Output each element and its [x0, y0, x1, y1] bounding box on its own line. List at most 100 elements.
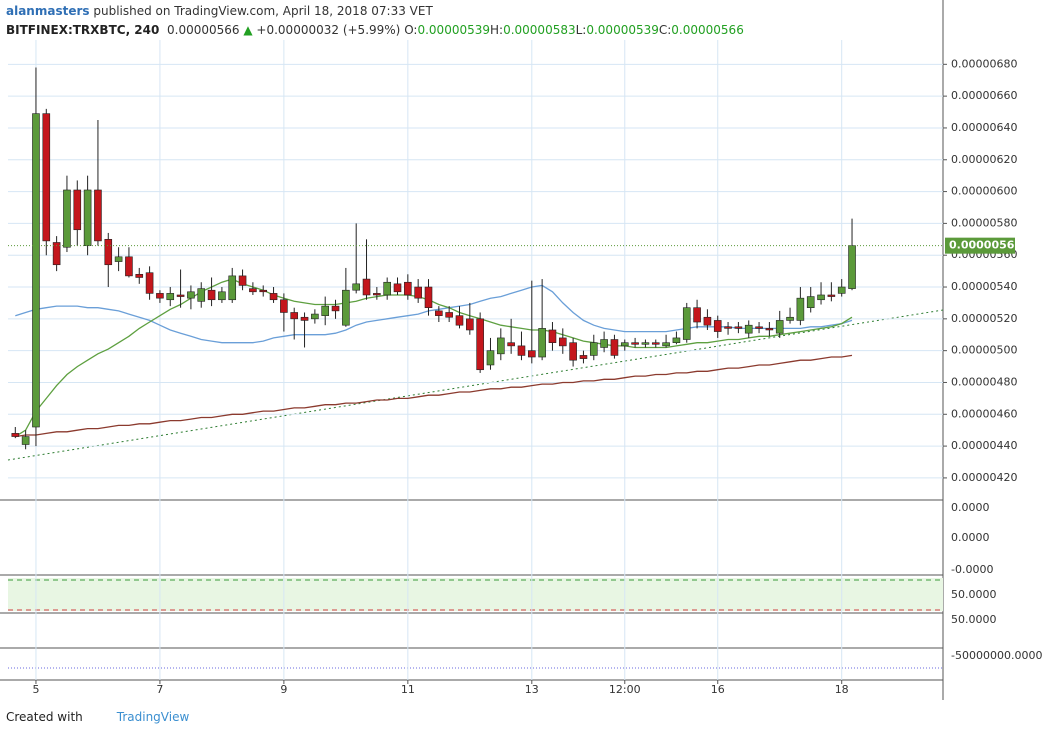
candle-body: [166, 293, 175, 301]
candle-body: [73, 189, 82, 231]
ohlc-label: H:: [490, 23, 504, 37]
candle-body: [713, 320, 722, 332]
candle-body: [156, 293, 164, 299]
candle-body: [755, 326, 763, 329]
candle-body: [280, 299, 288, 313]
y-tick-label: 0.00000500: [951, 344, 1017, 357]
candle-body: [620, 342, 629, 347]
candle-body: [290, 312, 299, 320]
indicator-tick-label: -0.0000: [951, 563, 993, 576]
candle-body: [135, 273, 144, 278]
candle-body: [435, 310, 443, 316]
candle-body: [321, 305, 330, 316]
symbol: BITFINEX:TRXBTC, 240: [6, 23, 160, 37]
footer: Created with TradingView: [6, 710, 189, 724]
candle-body: [651, 342, 660, 345]
candle-body: [538, 328, 546, 358]
candle-body: [476, 318, 484, 371]
candle-body: [228, 275, 237, 301]
x-tick-label: 11: [401, 683, 415, 696]
author[interactable]: alanmasters: [6, 4, 90, 18]
candle-body: [548, 329, 557, 343]
panel-frames: [0, 0, 944, 700]
x-tick-label: 5: [32, 683, 39, 696]
x-tick-label: 13: [525, 683, 539, 696]
brand[interactable]: TradingView: [116, 710, 190, 724]
candle-body: [662, 342, 670, 347]
candle-body: [806, 296, 815, 309]
candle-body: [765, 328, 774, 331]
ma-line: [14, 278, 853, 438]
ohlc-value: 0.00000566: [671, 23, 744, 37]
candle-body: [32, 113, 40, 428]
candle-body: [218, 291, 226, 301]
last-price-box: [945, 237, 1015, 254]
candle-body: [507, 342, 515, 347]
candle-body: [724, 326, 732, 329]
y-tick-label: 0.00000600: [951, 185, 1017, 198]
candle-body: [703, 316, 712, 326]
indicator-tick-label: 50.0000: [951, 613, 997, 626]
created-with: Created with: [6, 710, 83, 724]
candle-body: [393, 283, 402, 293]
rsi-band: [8, 578, 943, 611]
candle-body: [497, 337, 505, 355]
ma-line: [15, 354, 853, 438]
y-tick-label: 0.00000620: [951, 153, 1017, 166]
candle-body: [631, 342, 639, 345]
candle-body: [569, 342, 577, 361]
candle-body: [424, 286, 433, 309]
y-tick-label: 0.00000480: [951, 375, 1017, 388]
y-tick-label: 0.00000420: [951, 471, 1017, 484]
candle-body: [187, 291, 195, 299]
ma-line: [15, 284, 853, 344]
y-tick-label: 0.00000540: [951, 280, 1017, 293]
y-tick-label: 0.00000440: [951, 439, 1017, 452]
candle-body: [517, 345, 526, 356]
ohlc-value: 0.00000583: [503, 23, 576, 37]
up-arrow: ▲: [243, 23, 253, 37]
indicator-tick-label: 0.0000: [951, 501, 990, 514]
x-tick-label: 9: [280, 683, 287, 696]
candle-body: [197, 288, 206, 302]
x-tick-label: 18: [835, 683, 849, 696]
indicator-tick-label: -50000000.0000: [951, 649, 1042, 662]
y-tick-label: 0.00000660: [951, 89, 1017, 102]
trend-line: [7, 309, 944, 461]
candle-body: [672, 337, 681, 343]
candle-body: [682, 307, 691, 340]
ohlc-value: 0.00000539: [417, 23, 490, 37]
candle-body: [21, 436, 30, 445]
indicator-tick-label: 0.0000: [951, 531, 990, 544]
candle-body: [775, 320, 784, 334]
candle-body: [104, 238, 113, 266]
candle-body: [42, 113, 51, 242]
candle-body: [641, 342, 650, 345]
ohlc-label: C:: [658, 23, 672, 37]
candle-body: [207, 289, 216, 301]
candle-body: [558, 337, 567, 347]
indicator-tick-label: 50.0000: [951, 588, 997, 601]
x-tick-label: 16: [711, 683, 725, 696]
candle-body: [486, 350, 495, 366]
candle-body: [342, 289, 350, 326]
candle-body: [455, 315, 464, 326]
candle-body: [259, 289, 268, 293]
candle-body: [693, 307, 701, 323]
candle-body: [848, 245, 856, 289]
candle-body: [63, 189, 71, 248]
y-tick-label: 0.00000680: [951, 57, 1017, 70]
candle-body: [744, 324, 753, 334]
candle-body: [827, 294, 836, 297]
y-tick-label: 0.00000520: [951, 312, 1017, 325]
candle-body: [404, 281, 412, 296]
candle-body: [176, 294, 185, 297]
last-price-label: 0.00000566: [949, 239, 1022, 252]
published: published on TradingView.com, April 18, …: [93, 4, 433, 18]
ohlc-value: 0.00000539: [586, 23, 659, 37]
candle-body: [83, 189, 92, 246]
candle-body: [145, 272, 154, 294]
ohlc-label: L:: [575, 23, 587, 37]
